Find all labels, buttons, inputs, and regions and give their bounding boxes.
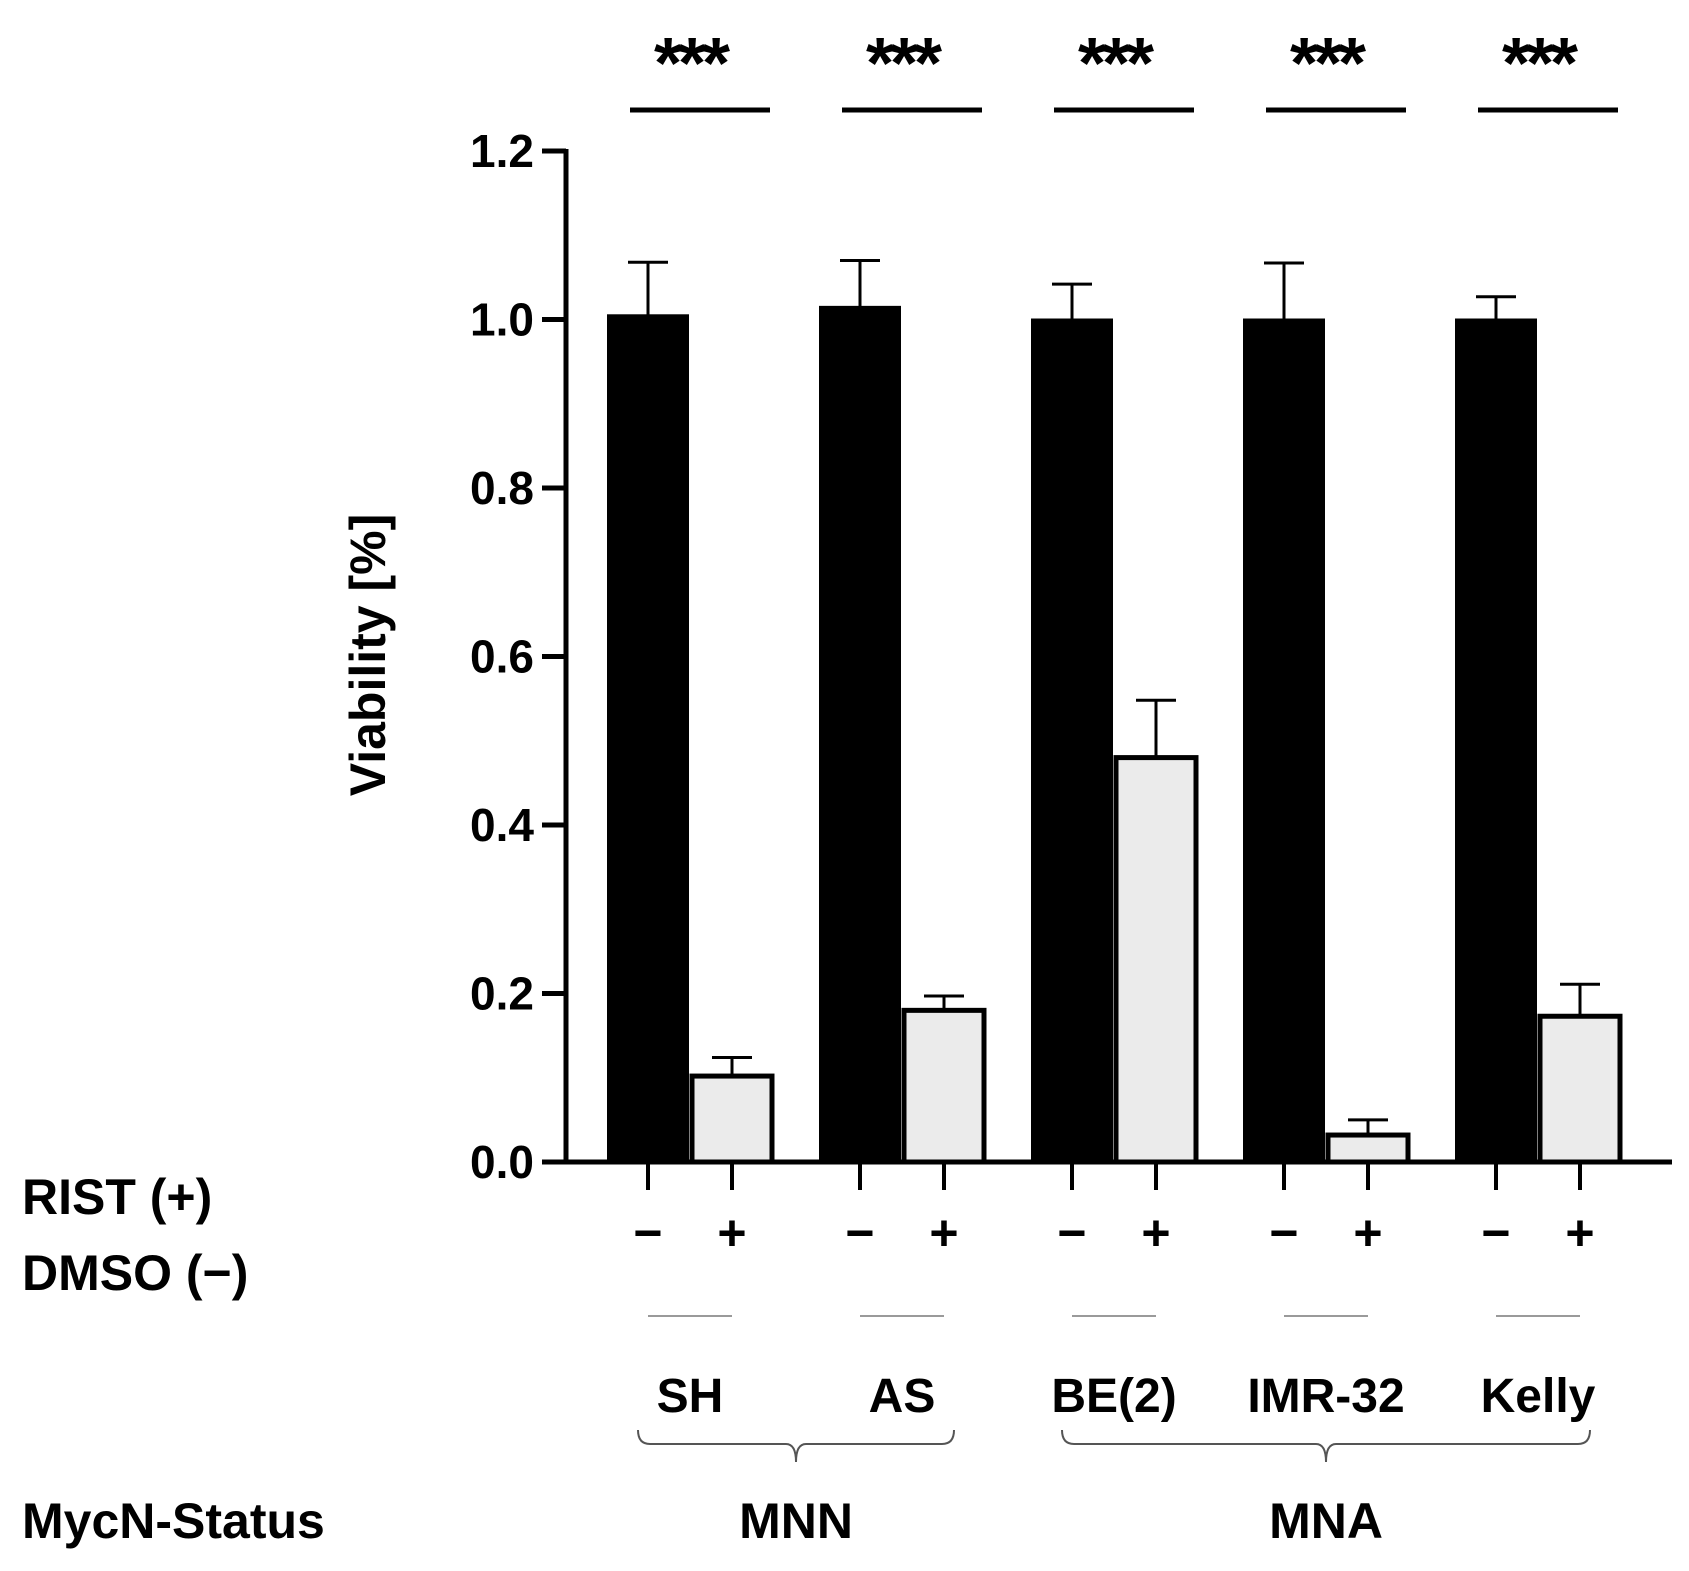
row-label-dmso: DMSO (−) xyxy=(22,1245,248,1301)
bar-dmso xyxy=(819,305,901,1163)
treatment-sign: − xyxy=(633,1205,662,1261)
bar-dmso xyxy=(607,314,689,1164)
y-axis-title: Viability [%] xyxy=(340,514,396,796)
y-tick-label: 1.0 xyxy=(470,294,534,346)
treatment-sign: + xyxy=(1353,1205,1382,1261)
bar-dmso xyxy=(1031,318,1113,1163)
bar-dmso xyxy=(1455,318,1537,1163)
bar-rist xyxy=(1537,1013,1623,1165)
treatment-sign: − xyxy=(1481,1205,1510,1261)
significance-stars: *** xyxy=(1502,24,1578,104)
category-label: AS xyxy=(869,1370,936,1423)
significance-stars: *** xyxy=(866,24,942,104)
group-brace xyxy=(637,1429,955,1463)
bar-dmso xyxy=(1243,318,1325,1163)
treatment-sign: + xyxy=(1565,1205,1594,1261)
significance-stars: *** xyxy=(654,24,730,104)
y-tick-label: 0.4 xyxy=(470,799,534,851)
bar-rist xyxy=(689,1073,775,1165)
category-label: BE(2) xyxy=(1051,1370,1176,1423)
treatment-sign: − xyxy=(1269,1205,1298,1261)
treatment-sign: + xyxy=(929,1205,958,1261)
labels-layer: 0.00.20.40.60.81.01.2− +***SH− +***AS− +***… xyxy=(470,24,1618,1549)
bar-rist xyxy=(1325,1132,1411,1165)
category-label: SH xyxy=(657,1370,724,1423)
group-brace xyxy=(1061,1429,1591,1463)
row-label-mycn-status: MycN-Status xyxy=(22,1493,325,1549)
group-label: MNN xyxy=(739,1493,853,1549)
treatment-sign: − xyxy=(845,1205,874,1261)
group-label: MNA xyxy=(1269,1493,1383,1549)
bars-layer xyxy=(607,259,1623,1165)
treatment-sign: + xyxy=(1141,1205,1170,1261)
y-tick-label: 0.0 xyxy=(470,1136,534,1188)
bar-rist xyxy=(1113,755,1199,1165)
significance-stars: *** xyxy=(1290,24,1366,104)
y-tick-label: 0.8 xyxy=(470,462,534,514)
y-tick-label: 1.2 xyxy=(470,125,534,177)
treatment-sign: − xyxy=(1057,1205,1086,1261)
y-tick-label: 0.2 xyxy=(470,968,534,1020)
row-label-rist: RIST (+) xyxy=(22,1169,212,1225)
bar-rist xyxy=(901,1007,987,1165)
treatment-sign: + xyxy=(717,1205,746,1261)
category-label: IMR-32 xyxy=(1247,1370,1404,1423)
significance-stars: *** xyxy=(1078,24,1154,104)
y-tick-label: 0.6 xyxy=(470,631,534,683)
category-label: Kelly xyxy=(1481,1370,1596,1423)
